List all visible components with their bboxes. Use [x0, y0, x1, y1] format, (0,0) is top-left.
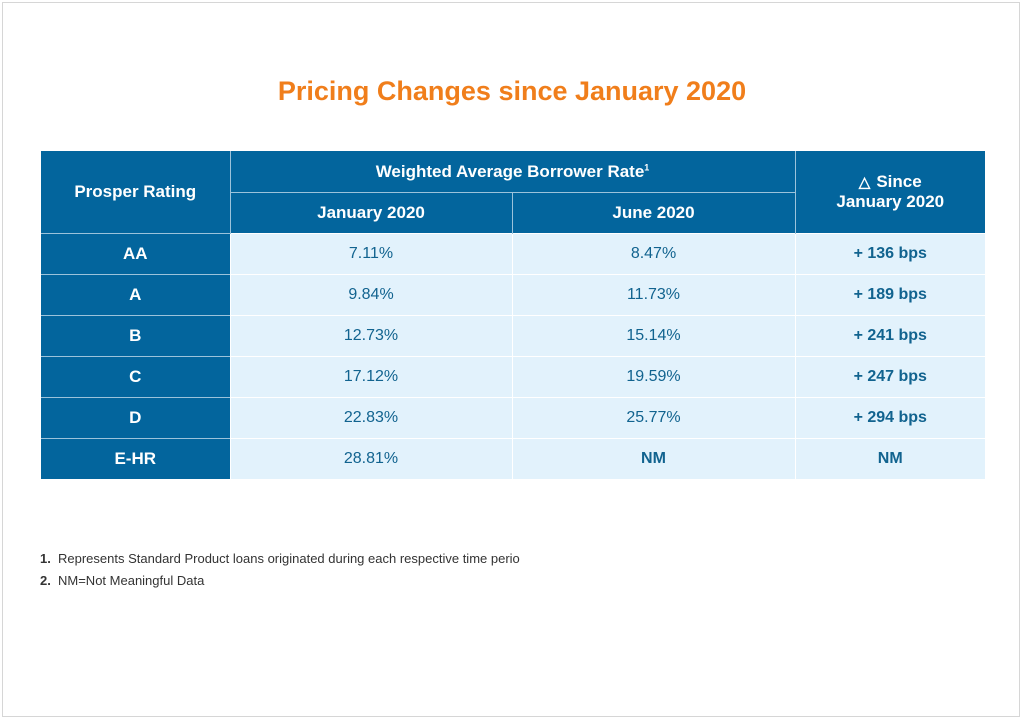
january-rate-cell: 7.11% — [229, 233, 512, 275]
header-june-2020: June 2020 — [511, 192, 795, 234]
footnote-item: 1. Represents Standard Product loans orig… — [40, 551, 520, 566]
table-row: AA 7.11% 8.47% + 136 bps — [41, 233, 985, 275]
january-rate-cell: 12.73% — [229, 315, 512, 357]
change-cell: + 189 bps — [794, 274, 985, 316]
june-rate-cell: 11.73% — [511, 274, 795, 316]
change-cell: NM — [794, 438, 985, 479]
footnote-ref: 1 — [644, 161, 650, 172]
rating-cell: AA — [41, 233, 230, 275]
header-prosper-rating: Prosper Rating — [41, 151, 230, 234]
table-row: C 17.12% 19.59% + 247 bps — [41, 356, 985, 398]
change-cell: + 136 bps — [794, 233, 985, 275]
june-rate-cell: 19.59% — [511, 356, 795, 398]
change-cell: + 247 bps — [794, 356, 985, 398]
june-rate-cell: 15.14% — [511, 315, 795, 357]
header-delta-since: △ Since January 2020 — [794, 151, 985, 234]
january-rate-cell: 17.12% — [229, 356, 512, 398]
header-january-2020: January 2020 — [229, 192, 512, 234]
table-row: E-HR 28.81% NM NM — [41, 438, 985, 479]
table-row: B 12.73% 15.14% + 241 bps — [41, 315, 985, 357]
footnotes: 1. Represents Standard Product loans orig… — [40, 548, 520, 592]
january-rate-cell: 28.81% — [229, 438, 512, 479]
rating-cell: E-HR — [41, 438, 230, 479]
page-title: Pricing Changes since January 2020 — [277, 76, 747, 106]
rating-cell: C — [41, 356, 230, 398]
rating-cell: B — [41, 315, 230, 357]
january-rate-cell: 9.84% — [229, 274, 512, 316]
change-cell: + 241 bps — [794, 315, 985, 357]
rating-cell: D — [41, 397, 230, 439]
change-cell: + 294 bps — [794, 397, 985, 439]
pricing-table: Prosper Rating Weighted Average Borrower… — [41, 151, 985, 479]
footnote-item: 2. NM=Not Meaningful Data — [40, 573, 205, 588]
june-rate-cell: NM — [511, 438, 795, 479]
january-rate-cell: 22.83% — [229, 397, 512, 439]
delta-icon: △ — [858, 174, 871, 191]
june-rate-cell: 8.47% — [511, 233, 795, 275]
header-weighted-average-rate: Weighted Average Borrower Rate1 — [229, 151, 795, 193]
june-rate-cell: 25.77% — [511, 397, 795, 439]
table-row: A 9.84% 11.73% + 189 bps — [41, 274, 985, 316]
table-row: D 22.83% 25.77% + 294 bps — [41, 397, 985, 439]
rating-cell: A — [41, 274, 230, 316]
